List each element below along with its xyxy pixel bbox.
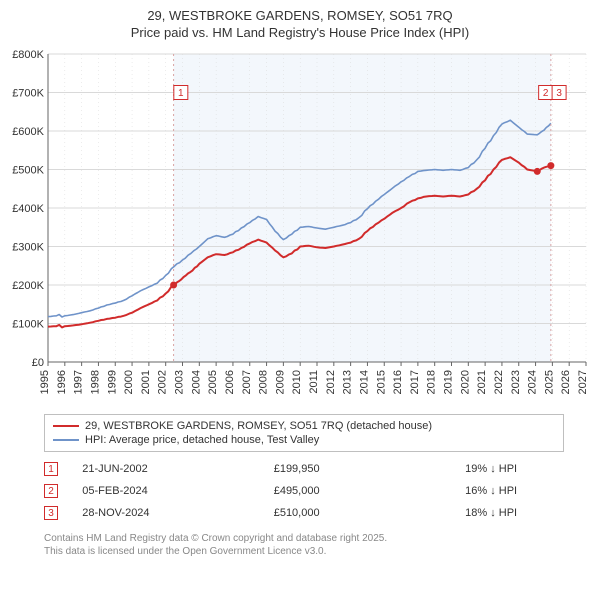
marker-label-number: 2 <box>543 88 549 99</box>
marker-delta: 19% ↓ HPI <box>465 458 564 480</box>
marker-label-number: 3 <box>556 88 562 99</box>
x-tick-label: 2005 <box>207 370 219 394</box>
legend: 29, WESTBROKE GARDENS, ROMSEY, SO51 7RQ … <box>44 414 564 452</box>
x-tick-label: 2027 <box>577 370 589 394</box>
y-tick-label: £200K <box>12 280 44 292</box>
x-tick-label: 2004 <box>190 370 202 394</box>
x-tick-label: 2024 <box>527 370 539 394</box>
chart-svg: £0 £100K £200K £300K £400K £500K £600K £700K £80… <box>8 48 592 408</box>
footnote: Contains HM Land Registry data © Crown c… <box>44 532 584 558</box>
marker-row: 2 05-FEB-2024£495,00016% ↓ HPI <box>44 480 564 502</box>
x-tick-label: 2023 <box>510 370 522 394</box>
x-tick-label: 2025 <box>543 370 555 394</box>
x-tick-label: 2003 <box>174 370 186 394</box>
y-tick-label: £100K <box>12 318 44 330</box>
price-marker-dot <box>170 281 177 288</box>
marker-row: 1 21-JUN-2002£199,95019% ↓ HPI <box>44 458 564 480</box>
x-tick-label: 2021 <box>476 370 488 394</box>
marker-price: £495,000 <box>274 480 465 502</box>
x-tick-label: 2002 <box>157 370 169 394</box>
marker-date: 28-NOV-2024 <box>82 502 273 524</box>
x-tick-label: 1997 <box>73 370 85 394</box>
x-tick-label: 2001 <box>140 370 152 394</box>
title-line1: 29, WESTBROKE GARDENS, ROMSEY, SO51 7RQ <box>8 8 592 25</box>
legend-row: HPI: Average price, detached house, Test… <box>53 433 555 447</box>
marker-delta: 16% ↓ HPI <box>465 480 564 502</box>
y-tick-label: £800K <box>12 49 44 61</box>
marker-id-box: 3 <box>44 506 58 520</box>
marker-date: 21-JUN-2002 <box>82 458 273 480</box>
marker-price: £510,000 <box>274 502 465 524</box>
price-marker-dot <box>547 162 554 169</box>
x-tick-label: 2008 <box>258 370 270 394</box>
marker-rows-table: 1 21-JUN-2002£199,95019% ↓ HPI 2 05-FEB-202… <box>44 458 564 524</box>
x-tick-label: 2015 <box>375 370 387 394</box>
legend-swatch <box>53 439 79 441</box>
marker-row: 3 28-NOV-2024£510,00018% ↓ HPI <box>44 502 564 524</box>
title-line2: Price paid vs. HM Land Registry's House … <box>8 25 592 42</box>
price-marker-dot <box>534 168 541 175</box>
marker-price: £199,950 <box>274 458 465 480</box>
chart-title-block: 29, WESTBROKE GARDENS, ROMSEY, SO51 7RQ … <box>8 8 592 42</box>
x-tick-label: 2016 <box>392 370 404 394</box>
x-tick-label: 2013 <box>342 370 354 394</box>
x-tick-label: 2018 <box>426 370 438 394</box>
x-tick-label: 2009 <box>274 370 286 394</box>
legend-swatch <box>53 425 79 427</box>
x-tick-label: 2012 <box>325 370 337 394</box>
y-tick-label: £500K <box>12 164 44 176</box>
legend-label: HPI: Average price, detached house, Test… <box>85 434 319 446</box>
footnote-line1: Contains HM Land Registry data © Crown c… <box>44 532 584 545</box>
x-tick-label: 2014 <box>358 370 370 394</box>
y-tick-label: £400K <box>12 203 44 215</box>
x-tick-label: 2006 <box>224 370 236 394</box>
x-tick-label: 1999 <box>106 370 118 394</box>
x-tick-label: 1995 <box>39 370 51 394</box>
x-tick-label: 2010 <box>291 370 303 394</box>
y-tick-label: £0 <box>32 357 44 369</box>
marker-id-box: 2 <box>44 484 58 498</box>
x-tick-label: 2026 <box>560 370 572 394</box>
x-tick-label: 1996 <box>56 370 68 394</box>
x-tick-label: 2011 <box>308 370 320 394</box>
marker-id-box: 1 <box>44 462 58 476</box>
y-tick-label: £700K <box>12 87 44 99</box>
x-tick-label: 2022 <box>493 370 505 394</box>
x-tick-label: 1998 <box>89 370 101 394</box>
y-tick-label: £300K <box>12 241 44 253</box>
x-tick-label: 2019 <box>443 370 455 394</box>
legend-label: 29, WESTBROKE GARDENS, ROMSEY, SO51 7RQ … <box>85 420 432 432</box>
footnote-line2: This data is licensed under the Open Gov… <box>44 545 584 558</box>
chart-surface: £0 £100K £200K £300K £400K £500K £600K £700K £80… <box>8 48 592 408</box>
x-tick-label: 2020 <box>459 370 471 394</box>
x-tick-label: 2017 <box>409 370 421 394</box>
marker-label-number: 1 <box>178 88 184 99</box>
legend-row: 29, WESTBROKE GARDENS, ROMSEY, SO51 7RQ … <box>53 419 555 433</box>
marker-delta: 18% ↓ HPI <box>465 502 564 524</box>
x-tick-label: 2000 <box>123 370 135 394</box>
x-tick-label: 2007 <box>241 370 253 394</box>
y-tick-label: £600K <box>12 126 44 138</box>
marker-date: 05-FEB-2024 <box>82 480 273 502</box>
